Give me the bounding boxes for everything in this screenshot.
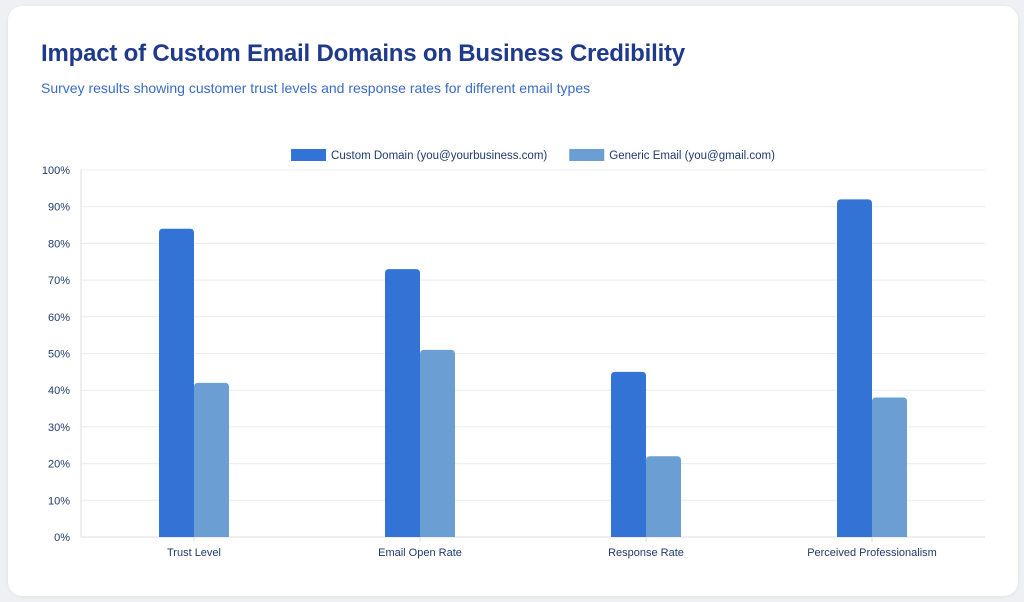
bar-custom-domain [159, 228, 194, 537]
y-tick-label: 70% [48, 275, 70, 287]
y-tick-label: 50% [48, 349, 70, 361]
y-tick-label: 40% [48, 385, 70, 397]
x-tick-label: Trust Level [167, 547, 221, 559]
y-tick-label: 90% [48, 202, 70, 214]
bar-generic-email [872, 397, 907, 537]
y-tick-label: 60% [48, 312, 70, 324]
x-tick-label: Response Rate [608, 547, 684, 559]
bar-generic-email [194, 382, 229, 537]
bar-custom-domain [611, 371, 646, 537]
y-tick-label: 100% [42, 165, 70, 177]
y-tick-label: 20% [48, 459, 70, 471]
y-tick-label: 30% [48, 422, 70, 434]
legend-label-generic-email: Generic Email (you@gmail.com) [609, 150, 775, 162]
y-tick-label: 10% [48, 495, 70, 507]
legend-swatch-custom-domain [291, 149, 327, 161]
legend-label-custom-domain: Custom Domain (you@yourbusiness.com) [331, 150, 547, 162]
bar-generic-email [420, 349, 455, 537]
x-tick-label: Email Open Rate [378, 547, 462, 559]
chart-title: Impact of Custom Email Domains on Busine… [41, 40, 685, 67]
y-tick-label: 0% [54, 532, 70, 544]
bar-custom-domain [837, 199, 872, 538]
legend-swatch-generic-email [569, 149, 605, 161]
bar-custom-domain [385, 269, 420, 537]
chart-subtitle: Survey results showing customer trust le… [41, 80, 591, 96]
bar-generic-email [646, 456, 681, 537]
y-tick-label: 80% [48, 238, 70, 250]
x-tick-label: Perceived Professionalism [807, 547, 937, 559]
